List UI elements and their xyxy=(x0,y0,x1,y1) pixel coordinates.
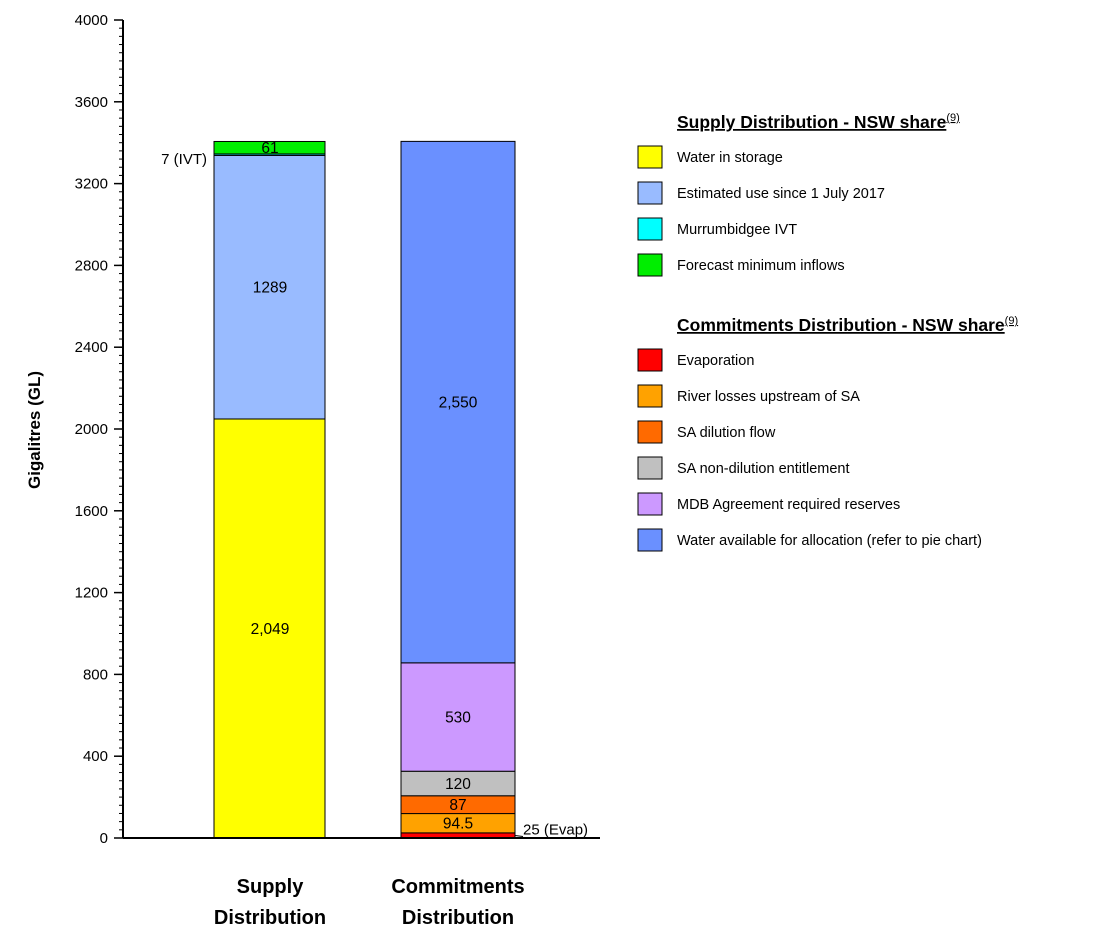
legend-title: Commitments Distribution - NSW share(9) xyxy=(677,315,1018,335)
bar-segment xyxy=(400,662,516,772)
y-tick-label: 1600 xyxy=(75,503,108,520)
data-label: 1289 xyxy=(253,280,287,297)
bar-segment xyxy=(400,140,516,664)
x-category-label: Commitments xyxy=(391,876,524,898)
legend-swatch xyxy=(637,456,663,480)
data-label: 120 xyxy=(445,776,471,793)
legend-item-label: Estimated use since 1 July 2017 xyxy=(677,186,885,202)
y-tick-label: 2400 xyxy=(75,339,108,356)
label-leader-line xyxy=(514,834,524,837)
legend-swatch xyxy=(637,420,663,444)
data-label: 530 xyxy=(445,710,471,727)
y-tick-label: 400 xyxy=(83,748,108,765)
legend-item-label: Water available for allocation (refer to… xyxy=(677,533,982,549)
legend-swatch xyxy=(637,348,663,372)
y-tick-label: 3200 xyxy=(75,176,108,193)
y-tick-label: 0 xyxy=(100,830,108,847)
legend-item-label: SA non-dilution entitlement xyxy=(677,461,850,477)
legend-swatch xyxy=(637,253,663,277)
legend-item-label: Evaporation xyxy=(677,353,754,369)
bar-segment xyxy=(213,418,326,839)
legend-swatch xyxy=(637,217,663,241)
x-category-label: Distribution xyxy=(214,907,326,929)
y-tick-label: 4000 xyxy=(75,12,108,29)
legend-item-label: Forecast minimum inflows xyxy=(677,258,845,274)
y-tick-label: 3600 xyxy=(75,94,108,111)
y-tick-label: 2800 xyxy=(75,257,108,274)
legend-item-label: River losses upstream of SA xyxy=(677,389,860,405)
data-label: 25 (Evap) xyxy=(523,821,588,838)
legend-item-label: Murrumbidgee IVT xyxy=(677,222,797,238)
legend-swatch xyxy=(637,384,663,408)
legend-title: Supply Distribution - NSW share(9) xyxy=(677,112,960,132)
legend-item-label: MDB Agreement required reserves xyxy=(677,497,900,513)
legend-swatch xyxy=(637,492,663,516)
data-label: 2,049 xyxy=(251,621,290,638)
y-tick-label: 800 xyxy=(83,666,108,683)
data-label: 7 (IVT) xyxy=(161,151,207,168)
data-label: 2,550 xyxy=(439,395,478,412)
data-label: 94.5 xyxy=(443,816,473,833)
data-label: 61 xyxy=(261,140,278,157)
y-axis-title: Gigalitres (GL) xyxy=(25,371,44,489)
y-tick-label: 1200 xyxy=(75,585,108,602)
bar-segment xyxy=(213,154,326,420)
x-category-label: Supply xyxy=(237,876,305,898)
legend-swatch xyxy=(637,145,663,169)
y-tick-label: 2000 xyxy=(75,421,108,438)
x-category-label: Distribution xyxy=(402,907,514,929)
bar-segment xyxy=(213,140,326,155)
legend-swatch xyxy=(637,181,663,205)
legend-swatch xyxy=(637,528,663,552)
data-label: 87 xyxy=(449,797,466,814)
legend-item-label: SA dilution flow xyxy=(677,425,776,441)
legend-item-label: Water in storage xyxy=(677,150,783,166)
